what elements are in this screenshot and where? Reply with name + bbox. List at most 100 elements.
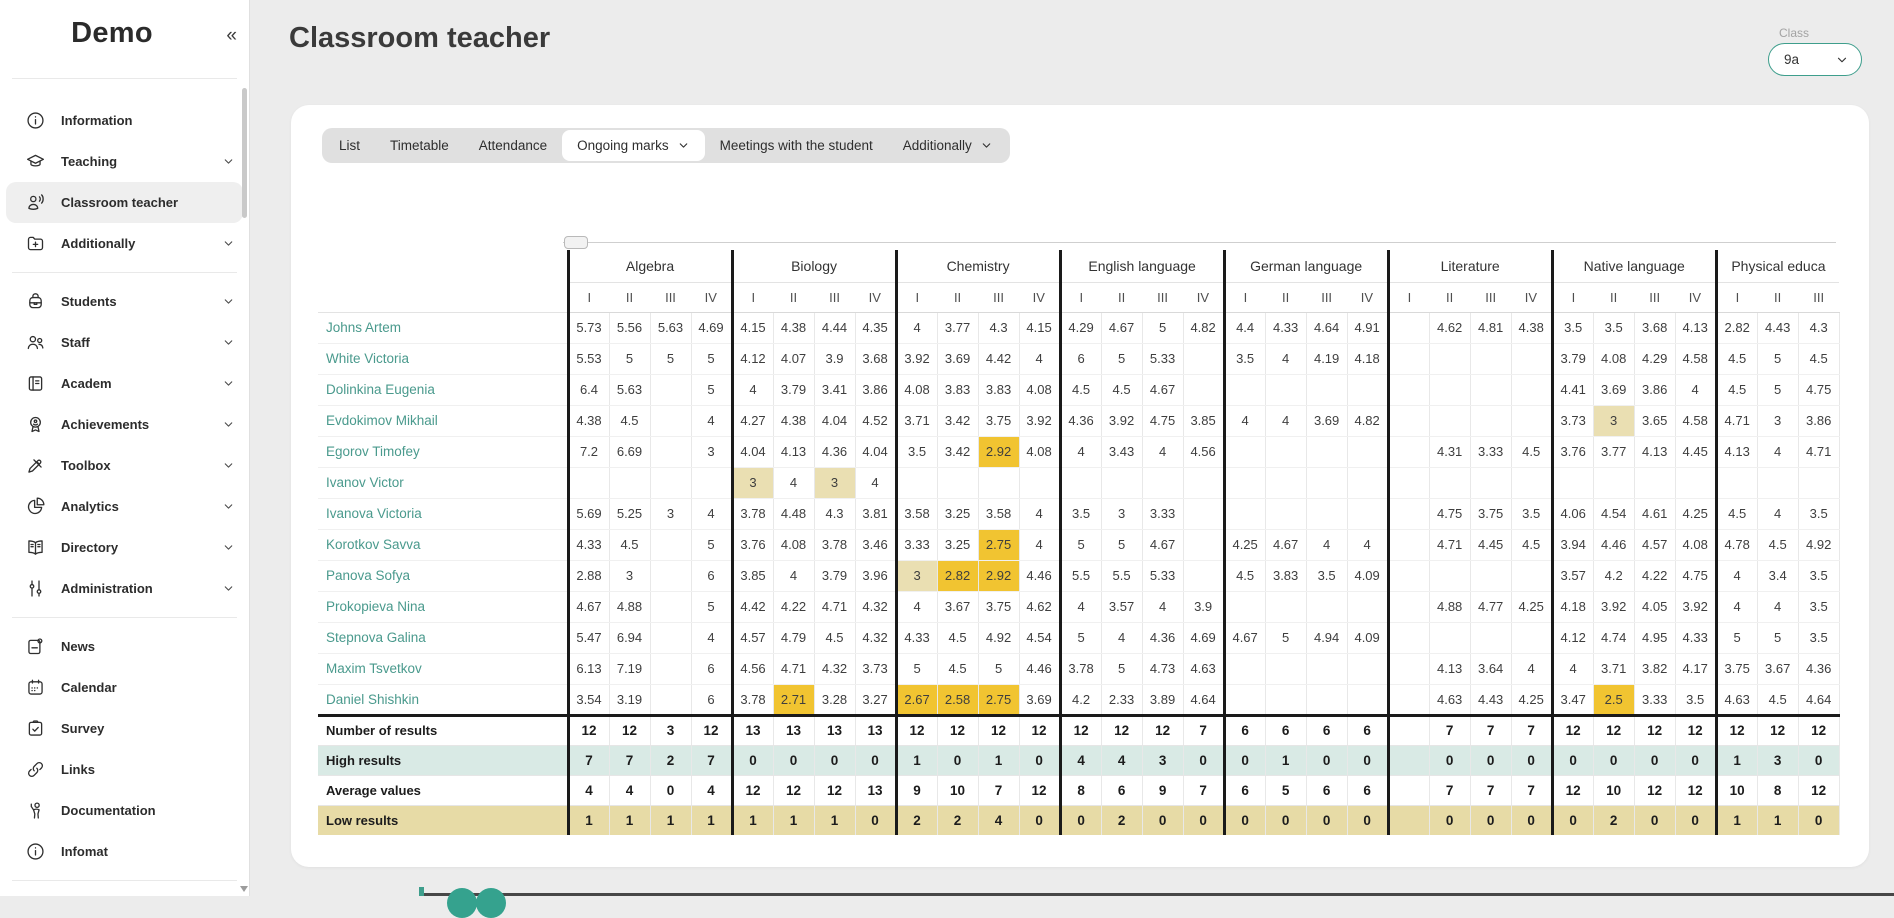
student-link[interactable]: Evdokimov Mikhail xyxy=(318,405,568,437)
tab-bar: List Timetable Attendance Ongoing marks Meet… xyxy=(322,128,1010,163)
student-link[interactable]: Ivanov Victor xyxy=(318,467,568,499)
quarter-header: IV xyxy=(1347,282,1389,313)
summary-cell: 0 xyxy=(814,745,856,776)
sidebar-item-directory[interactable]: Directory xyxy=(6,527,243,568)
sidebar-item-information[interactable]: Information xyxy=(6,100,243,141)
sidebar-item-analytics[interactable]: Analytics xyxy=(6,486,243,527)
mark-cell xyxy=(650,374,692,406)
student-link[interactable]: Egorov Timofey xyxy=(318,436,568,468)
student-link[interactable]: Daniel Shishkin xyxy=(318,684,568,716)
mark-cell: 4.82 xyxy=(1183,312,1225,344)
mark-cell: 4.25 xyxy=(1222,529,1266,561)
sidebar-item-administration[interactable]: Administration xyxy=(6,568,243,609)
table-horizontal-scrollbar[interactable] xyxy=(563,235,1836,250)
mark-cell: 5 xyxy=(691,591,733,623)
sidebar-item-classroom-teacher[interactable]: Classroom teacher xyxy=(6,182,243,223)
tab-list[interactable]: List xyxy=(324,130,375,161)
mark-cell xyxy=(1386,684,1430,716)
tab-meetings-with-the-student[interactable]: Meetings with the student xyxy=(705,130,888,161)
mark-cell: 3.71 xyxy=(894,405,938,437)
tab-ongoing-marks[interactable]: Ongoing marks xyxy=(562,130,705,161)
mark-cell xyxy=(1101,467,1143,499)
summary-cell: 0 xyxy=(855,805,897,835)
summary-cell: 0 xyxy=(1675,745,1717,776)
student-row: White Victoria 5.53 5 5 5 4.12 4.07 3.9 3.68 3.92… xyxy=(318,343,1840,375)
sidebar-item-toolbox[interactable]: Toolbox xyxy=(6,445,243,486)
sidebar-scrollbar-thumb[interactable] xyxy=(242,88,247,218)
mark-cell: 4.92 xyxy=(1798,529,1840,561)
summary-cell: 12 xyxy=(1019,713,1061,746)
summary-cell: 7 xyxy=(691,745,733,776)
sidebar-item-label: Infomat xyxy=(61,844,108,859)
student-link[interactable]: Prokopieva Nina xyxy=(318,591,568,623)
tab-label: Attendance xyxy=(478,138,548,153)
sidebar-item-label: Calendar xyxy=(61,680,117,695)
sidebar-item-survey[interactable]: Survey xyxy=(6,708,243,749)
student-link[interactable]: Maxim Tsvetkov xyxy=(318,653,568,685)
mark-cell: 4.42 xyxy=(730,591,774,623)
mark-cell: 4 xyxy=(1714,591,1758,623)
sidebar-collapse-button[interactable]: « xyxy=(226,25,237,46)
sidebar-item-documentation[interactable]: Documentation xyxy=(6,790,243,831)
student-link[interactable]: White Victoria xyxy=(318,343,568,375)
summary-cell: 0 xyxy=(1265,805,1307,835)
mark-cell xyxy=(1386,374,1430,406)
summary-cell: 0 xyxy=(855,745,897,776)
mark-cell: 5 xyxy=(1757,343,1799,375)
sidebar-scrollbar-down-arrow[interactable] xyxy=(240,886,248,892)
sidebar-item-teaching[interactable]: Teaching xyxy=(6,141,243,182)
mark-cell: 4.38 xyxy=(566,405,610,437)
student-link[interactable]: Panova Sofya xyxy=(318,560,568,592)
sidebar-item-infomat[interactable]: Infomat xyxy=(6,831,243,872)
sidebar-item-links[interactable]: Links xyxy=(6,749,243,790)
students-icon xyxy=(24,291,46,313)
chevron-down-icon xyxy=(222,377,235,390)
sidebar-item-news[interactable]: News xyxy=(6,626,243,667)
mark-cell: 4.46 xyxy=(1019,653,1061,685)
mark-cell: 3.58 xyxy=(894,498,938,530)
sidebar-item-academ[interactable]: Academ xyxy=(6,363,243,404)
mark-cell xyxy=(1222,436,1266,468)
sidebar-item-calendar[interactable]: Calendar xyxy=(6,667,243,708)
student-row: Ivanova Victoria 5.69 5.25 3 4 3.78 4.48 4.3 3.8… xyxy=(318,498,1840,530)
tab-attendance[interactable]: Attendance xyxy=(464,130,562,161)
quarter-header: II xyxy=(609,282,650,313)
student-link[interactable]: Korotkov Savva xyxy=(318,529,568,561)
mark-cell: 3.67 xyxy=(937,591,979,623)
sidebar-item-achievements[interactable]: Achievements xyxy=(6,404,243,445)
mark-cell xyxy=(650,560,692,592)
mark-cell xyxy=(1511,374,1553,406)
sidebar-item-additionally[interactable]: Additionally xyxy=(6,223,243,264)
student-link[interactable]: Johns Artem xyxy=(318,312,568,344)
sidebar-item-students[interactable]: Students xyxy=(6,281,243,322)
mark-cell xyxy=(1470,374,1512,406)
mark-cell: 3.42 xyxy=(937,405,979,437)
mark-cell: 2.67 xyxy=(894,684,938,716)
student-row: Ivanov Victor 3 4 3 4 xyxy=(318,467,1840,499)
mark-cell: 3.71 xyxy=(1593,653,1635,685)
mark-cell: 4 xyxy=(730,374,774,406)
mark-cell: 3.92 xyxy=(1101,405,1143,437)
summary-row-low-results: Low results 1 1 1 1 1 1 1 0 2 2 4 0 0 2 0 0 0 0 0 0 0 0 0 0 2 0 0 1 1… xyxy=(318,805,1840,835)
mark-cell: 3.81 xyxy=(855,498,897,530)
summary-cell: 6 xyxy=(1306,713,1348,746)
class-select[interactable]: 9a xyxy=(1768,43,1862,76)
chevron-down-icon xyxy=(222,418,235,431)
mark-cell: 4.95 xyxy=(1634,622,1676,654)
summary-cell: 6 xyxy=(1222,713,1266,746)
table-horizontal-scrollbar-thumb[interactable] xyxy=(564,236,588,249)
student-link[interactable]: Ivanova Victoria xyxy=(318,498,568,530)
tab-additionally[interactable]: Additionally xyxy=(888,130,1008,161)
subject-header: Physical educa xyxy=(1714,250,1840,283)
chevron-down-icon xyxy=(222,582,235,595)
mark-cell: 5 xyxy=(1265,622,1307,654)
class-select-value: 9a xyxy=(1784,52,1800,67)
mark-cell xyxy=(1386,591,1430,623)
sidebar-item-staff[interactable]: Staff xyxy=(6,322,243,363)
summary-cell: 12 xyxy=(937,713,979,746)
student-link[interactable]: Stepnova Galina xyxy=(318,622,568,654)
mark-cell xyxy=(1511,405,1553,437)
tab-timetable[interactable]: Timetable xyxy=(375,130,464,161)
mark-cell xyxy=(1386,467,1430,499)
student-link[interactable]: Dolinkina Eugenia xyxy=(318,374,568,406)
